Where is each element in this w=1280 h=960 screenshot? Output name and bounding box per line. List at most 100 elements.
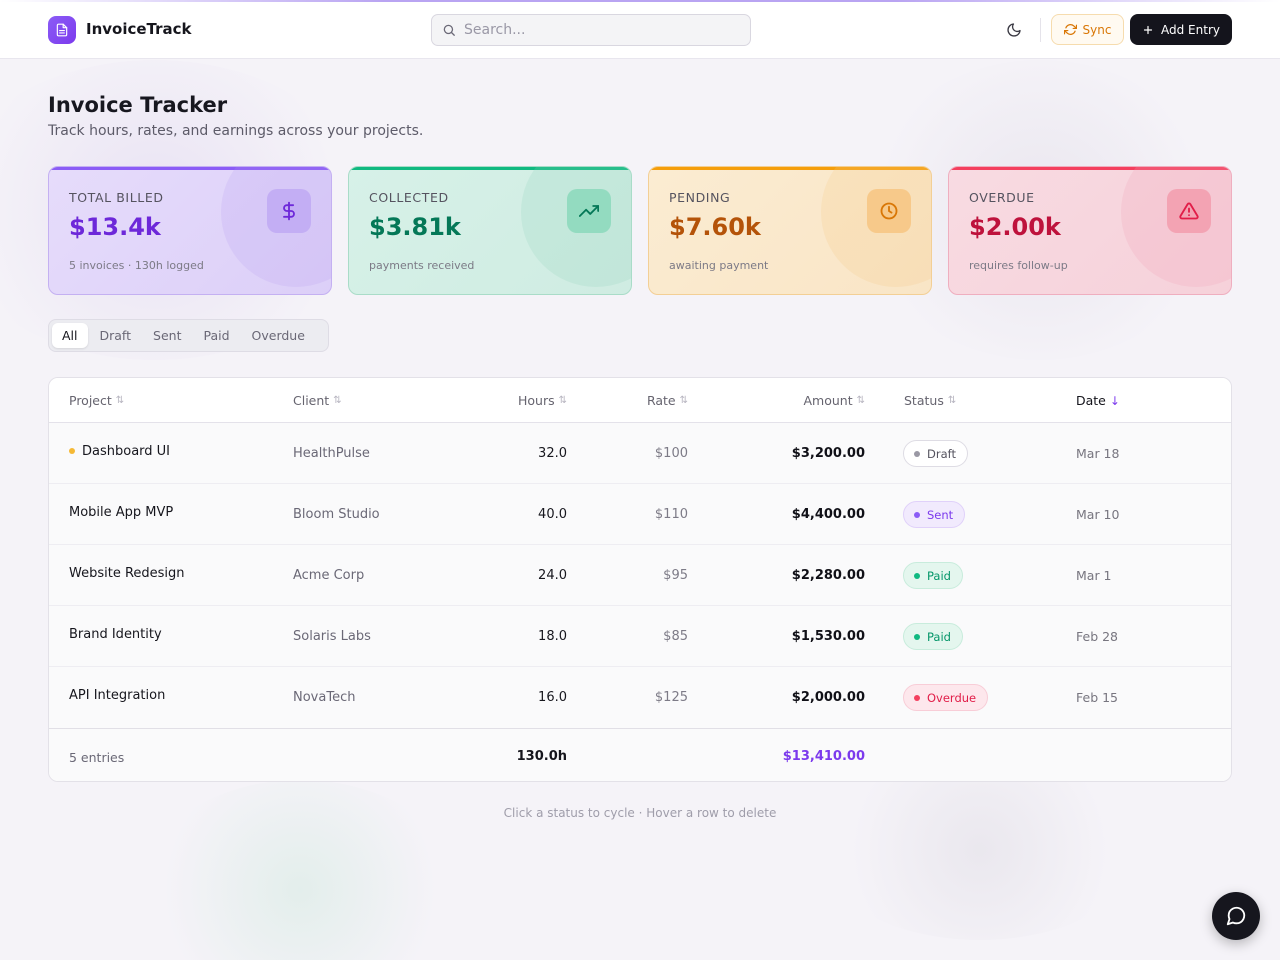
filter-tab-sent[interactable]: Sent: [153, 328, 182, 343]
column-header-date[interactable]: Date ↓: [1076, 393, 1120, 408]
stat-value: $3.81k: [369, 213, 461, 241]
sort-icon: ⇅: [115, 395, 125, 406]
total-amount: $13,410.00: [782, 749, 865, 764]
stat-note: 5 invoices · 130h logged: [69, 259, 204, 272]
status-label: Overdue: [927, 690, 977, 705]
stat-note: payments received: [369, 259, 475, 272]
search-icon: [443, 24, 455, 36]
column-header-status[interactable]: Status ⇅: [904, 393, 956, 408]
project-cell: Website Redesign: [69, 566, 185, 581]
hours-cell: 40.0: [538, 507, 567, 522]
status-dot-icon: [914, 633, 920, 640]
stat-icon-box: [267, 189, 311, 233]
status-badge-sent[interactable]: Sent: [903, 501, 966, 528]
stat-card-collected: COLLECTED $3.81k payments received: [348, 166, 632, 295]
search-input[interactable]: [464, 20, 744, 40]
hours-cell: 18.0: [538, 629, 567, 644]
table-row[interactable]: Dashboard UI HealthPulse 32.0 $100 $3,20…: [49, 423, 1231, 484]
filter-tab-overdue[interactable]: Overdue: [251, 328, 305, 343]
sync-button[interactable]: Sync: [1051, 14, 1124, 45]
column-header-rate[interactable]: Rate ⇅: [647, 393, 688, 408]
card-accent-bar: [49, 167, 331, 170]
date-cell: Feb 15: [1076, 690, 1119, 705]
help-hint: Click a status to cycle · Hover a row to…: [503, 806, 777, 820]
invoice-table: Project ⇅ Client ⇅ Hours ⇅ Rate ⇅ Amount…: [48, 377, 1232, 782]
sort-icon: ⇅: [558, 395, 567, 406]
card-accent-bar: [349, 167, 631, 170]
table-row[interactable]: API Integration NovaTech 16.0 $125 $2,00…: [49, 667, 1231, 728]
entries-count: 5 entries: [69, 750, 125, 765]
status-dot-icon: [914, 511, 920, 518]
add-entry-label: Add Entry: [1161, 22, 1220, 37]
search-box[interactable]: [431, 14, 751, 46]
status-label: Paid: [927, 629, 951, 644]
rate-cell: $95: [663, 568, 688, 583]
card-accent-bar: [949, 167, 1231, 170]
filter-tab-paid[interactable]: Paid: [203, 328, 230, 343]
stat-value: $7.60k: [669, 213, 761, 241]
sort-icon: ⇅: [947, 395, 957, 406]
column-label: Rate: [646, 393, 676, 408]
table-footer: 5 entries 130.0h $13,410.00: [49, 728, 1231, 781]
card-accent-bar: [649, 167, 931, 170]
stat-label: OVERDUE: [969, 190, 1035, 205]
client-cell: Bloom Studio: [293, 507, 380, 522]
filter-tab-draft[interactable]: Draft: [99, 328, 132, 343]
stat-card-overdue: OVERDUE $2.00k requires follow-up: [948, 166, 1232, 295]
status-filter-tabs: All Draft Sent Paid Overdue: [48, 319, 329, 352]
chat-bubble-icon: [1226, 906, 1246, 926]
add-entry-button[interactable]: Add Entry: [1130, 14, 1232, 45]
date-cell: Mar 10: [1076, 507, 1120, 522]
stat-value: $2.00k: [969, 213, 1061, 241]
column-header-client[interactable]: Client ⇅: [293, 393, 342, 408]
theme-toggle-button[interactable]: [1002, 18, 1026, 42]
stat-icon-box: [1167, 189, 1211, 233]
client-cell: Solaris Labs: [293, 629, 371, 644]
top-accent-line: [0, 0, 1280, 2]
unsaved-indicator-icon: [69, 447, 75, 454]
sort-icon: ⇅: [856, 395, 865, 406]
status-badge-paid[interactable]: Paid: [903, 562, 963, 589]
app-logo[interactable]: [48, 16, 76, 44]
date-cell: Feb 28: [1076, 629, 1119, 644]
column-label: Project: [69, 393, 112, 408]
status-label: Sent: [927, 507, 954, 522]
dollar-icon: [283, 201, 295, 221]
trending-up-icon: [579, 205, 599, 217]
rate-cell: $100: [654, 446, 688, 461]
column-label: Amount: [803, 393, 853, 408]
filter-tab-all[interactable]: All: [52, 323, 88, 348]
status-dot-icon: [914, 572, 920, 579]
status-badge-overdue[interactable]: Overdue: [903, 684, 989, 711]
status-label: Draft: [927, 446, 956, 461]
stat-card-pending: PENDING $7.60k awaiting payment: [648, 166, 932, 295]
column-header-project[interactable]: Project ⇅: [69, 393, 124, 408]
status-badge-paid[interactable]: Paid: [903, 623, 963, 650]
date-cell: Mar 1: [1076, 568, 1112, 583]
hours-cell: 16.0: [538, 690, 567, 705]
column-header-hours[interactable]: Hours ⇅: [518, 393, 567, 408]
total-hours: 130.0h: [516, 749, 567, 764]
stat-label: COLLECTED: [369, 190, 449, 205]
column-label: Date: [1076, 393, 1106, 408]
amount-cell: $2,000.00: [791, 690, 865, 705]
stat-label: PENDING: [669, 190, 731, 205]
column-header-amount[interactable]: Amount ⇅: [803, 393, 865, 408]
column-label: Client: [293, 393, 330, 408]
column-label: Status: [904, 393, 944, 408]
status-dot-icon: [914, 450, 920, 457]
project-cell: API Integration: [69, 688, 166, 703]
client-cell: HealthPulse: [293, 446, 370, 461]
hours-cell: 32.0: [538, 446, 567, 461]
sort-icon: ⇅: [333, 395, 342, 406]
rate-cell: $125: [654, 690, 688, 705]
plus-icon: [1143, 25, 1153, 34]
table-row[interactable]: Website Redesign Acme Corp 24.0 $95 $2,2…: [49, 545, 1231, 606]
status-badge-draft[interactable]: Draft: [903, 440, 968, 467]
chat-button[interactable]: [1212, 892, 1260, 940]
table-row[interactable]: Brand Identity Solaris Labs 18.0 $85 $1,…: [49, 606, 1231, 667]
stat-card-total-billed: TOTAL BILLED $13.4k 5 invoices · 130h lo…: [48, 166, 332, 295]
clock-icon: [880, 202, 898, 220]
table-row[interactable]: Mobile App MVP Bloom Studio 40.0 $110 $4…: [49, 484, 1231, 545]
alert-triangle-icon: [1179, 202, 1199, 220]
